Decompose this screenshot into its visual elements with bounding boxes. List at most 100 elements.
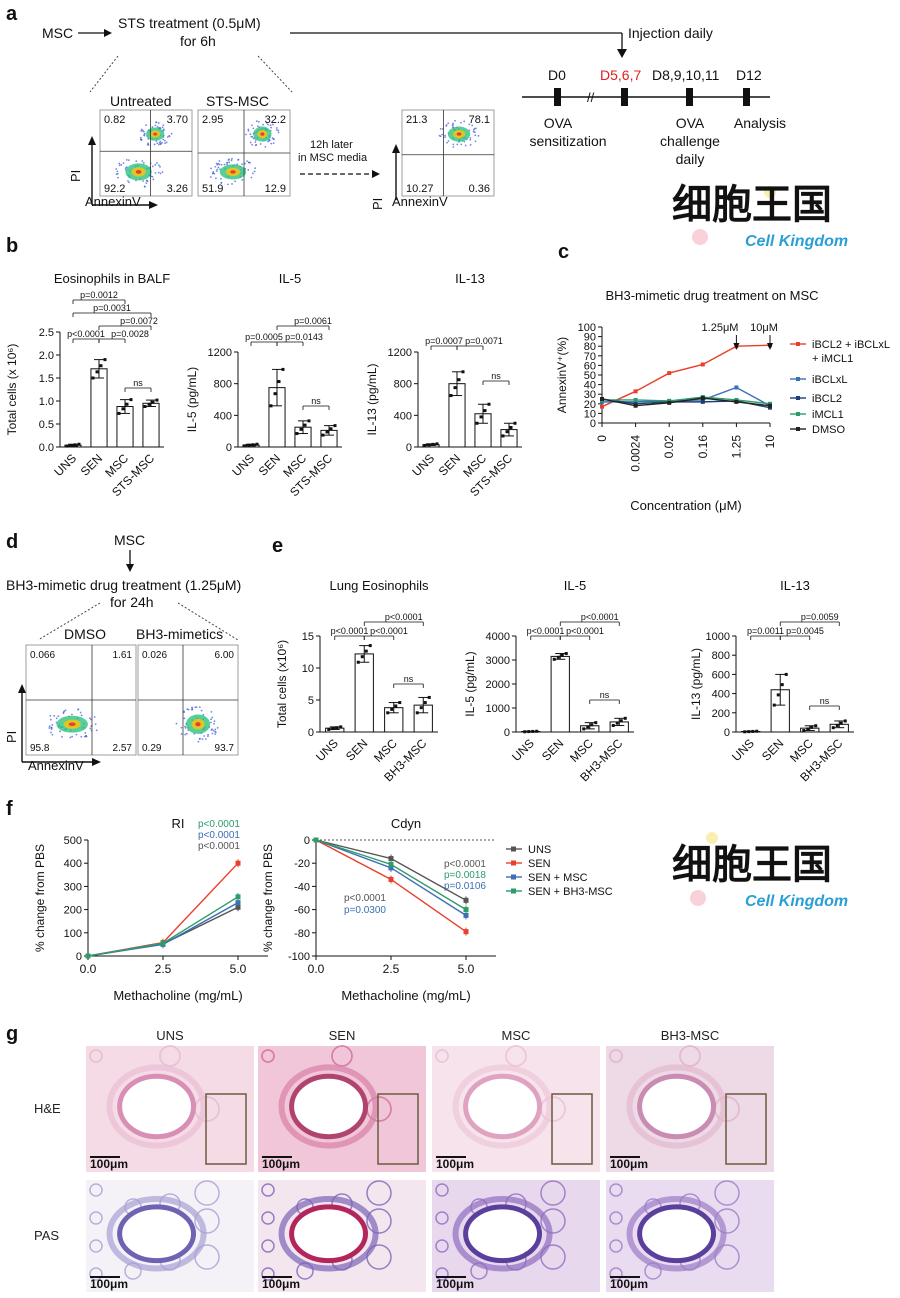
significance-label: p=0.0059 xyxy=(801,612,839,622)
significance-label: p<0.0001 xyxy=(67,329,105,339)
flow-event xyxy=(69,736,72,739)
alveolar-texture xyxy=(609,1183,623,1197)
data-point xyxy=(831,726,835,730)
legend-label: SEN xyxy=(528,858,551,870)
flow-event xyxy=(61,736,63,738)
airway-wall xyxy=(452,1064,553,1149)
flow-plot-untreated: 0.82 3.70 92.2 3.26 xyxy=(88,109,193,209)
flow-event xyxy=(231,183,233,185)
timeline-day-d12: D12 xyxy=(736,67,762,83)
flow-event xyxy=(159,165,161,168)
data-point xyxy=(667,400,672,405)
data-point xyxy=(103,358,107,362)
y-tick-label: -20 xyxy=(294,858,310,870)
x-tick-label: 0.02 xyxy=(662,435,676,459)
flow-event xyxy=(227,183,229,186)
flow-event xyxy=(211,732,214,735)
flow-event xyxy=(64,709,67,712)
histology-column-label: UNS xyxy=(156,1028,184,1043)
flow-plot-bh3: 0.026 6.00 0.29 93.7 xyxy=(137,644,239,756)
flow-event xyxy=(214,177,217,180)
flow-event xyxy=(191,706,193,709)
injection-arrowhead xyxy=(617,49,627,58)
x-tick-label: 0.0 xyxy=(80,962,97,976)
flow-event xyxy=(55,717,58,720)
flow-event xyxy=(225,161,228,164)
flow-quadrant-lr: 12.9 xyxy=(265,183,286,195)
flow-event xyxy=(156,125,159,128)
data-point xyxy=(531,729,535,733)
significance-label: ns xyxy=(404,674,414,684)
airway-wall xyxy=(452,1196,553,1272)
data-point xyxy=(780,683,784,687)
flow-event xyxy=(270,126,273,129)
data-point xyxy=(806,727,810,731)
data-point xyxy=(419,706,423,710)
histology-column-label: MSC xyxy=(502,1028,531,1043)
hours-later-label: 12h later xyxy=(310,139,353,151)
significance-label: ns xyxy=(311,396,321,406)
flow-event xyxy=(269,124,272,127)
flow-event xyxy=(275,128,278,131)
alveolar-texture xyxy=(540,1208,566,1234)
flow-event xyxy=(215,170,218,173)
flow-event xyxy=(251,135,254,138)
flow-event xyxy=(118,164,121,167)
flow-event xyxy=(441,133,444,136)
flow-event xyxy=(439,135,442,138)
alveolar-texture xyxy=(714,1180,740,1206)
flow-event xyxy=(140,130,143,132)
data-point xyxy=(277,380,281,384)
flow-density-peak xyxy=(68,722,76,727)
flow-event xyxy=(50,731,52,734)
flow-event xyxy=(115,173,118,175)
flow-event xyxy=(161,141,163,144)
flow-event xyxy=(145,182,148,185)
flow-event xyxy=(460,143,463,146)
x-axis-label: Methacholine (mg/mL) xyxy=(113,988,242,1003)
msc-label-d: MSC xyxy=(114,532,145,548)
data-point xyxy=(633,403,638,408)
data-point xyxy=(586,725,590,729)
axis-annexin-d: AnnexinV xyxy=(28,758,84,773)
scale-bar xyxy=(610,1276,640,1278)
y-tick-label: 100 xyxy=(578,322,596,334)
flow-event xyxy=(464,144,467,147)
ova-challenge-2: challenge xyxy=(660,133,720,149)
histology-row-label: PAS xyxy=(34,1228,59,1243)
data-point xyxy=(734,385,739,390)
flow-event xyxy=(202,713,205,716)
flow-event xyxy=(210,728,213,731)
data-point xyxy=(390,707,394,711)
legend-label: DMSO xyxy=(812,424,845,436)
flow-event xyxy=(211,716,214,719)
flow-event xyxy=(184,733,187,736)
flow-event xyxy=(212,729,215,732)
data-point xyxy=(303,423,307,427)
data-point xyxy=(295,432,299,436)
series-line xyxy=(602,396,771,405)
y-tick-label: 2.0 xyxy=(39,350,54,362)
analysis-label: Analysis xyxy=(734,115,786,131)
scale-bar-label: 100μm xyxy=(610,1157,648,1171)
flow-event xyxy=(270,142,273,145)
flow-event xyxy=(59,730,62,733)
chart-title: RI xyxy=(172,816,185,831)
flow-event xyxy=(254,167,257,170)
y-tick-label: 500 xyxy=(64,835,82,847)
legend-marker xyxy=(796,396,800,400)
flow-event xyxy=(228,161,231,164)
data-point xyxy=(747,730,751,734)
flow-event xyxy=(127,180,129,182)
flow-event xyxy=(84,732,87,734)
timeline-tick-d5 xyxy=(621,88,628,106)
msc-arrowhead xyxy=(104,29,112,37)
y-axis-label: Total cells (x 10⁶) xyxy=(5,344,19,436)
data-point xyxy=(329,427,333,431)
flow-event xyxy=(151,126,154,128)
flow-event xyxy=(142,161,145,164)
y-axis-label: IL-13 (pg/mL) xyxy=(365,363,379,435)
significance-label: p=0.0031 xyxy=(93,303,131,313)
chart-title: BH3-mimetic drug treatment on MSC xyxy=(605,288,818,303)
data-point xyxy=(772,703,776,707)
